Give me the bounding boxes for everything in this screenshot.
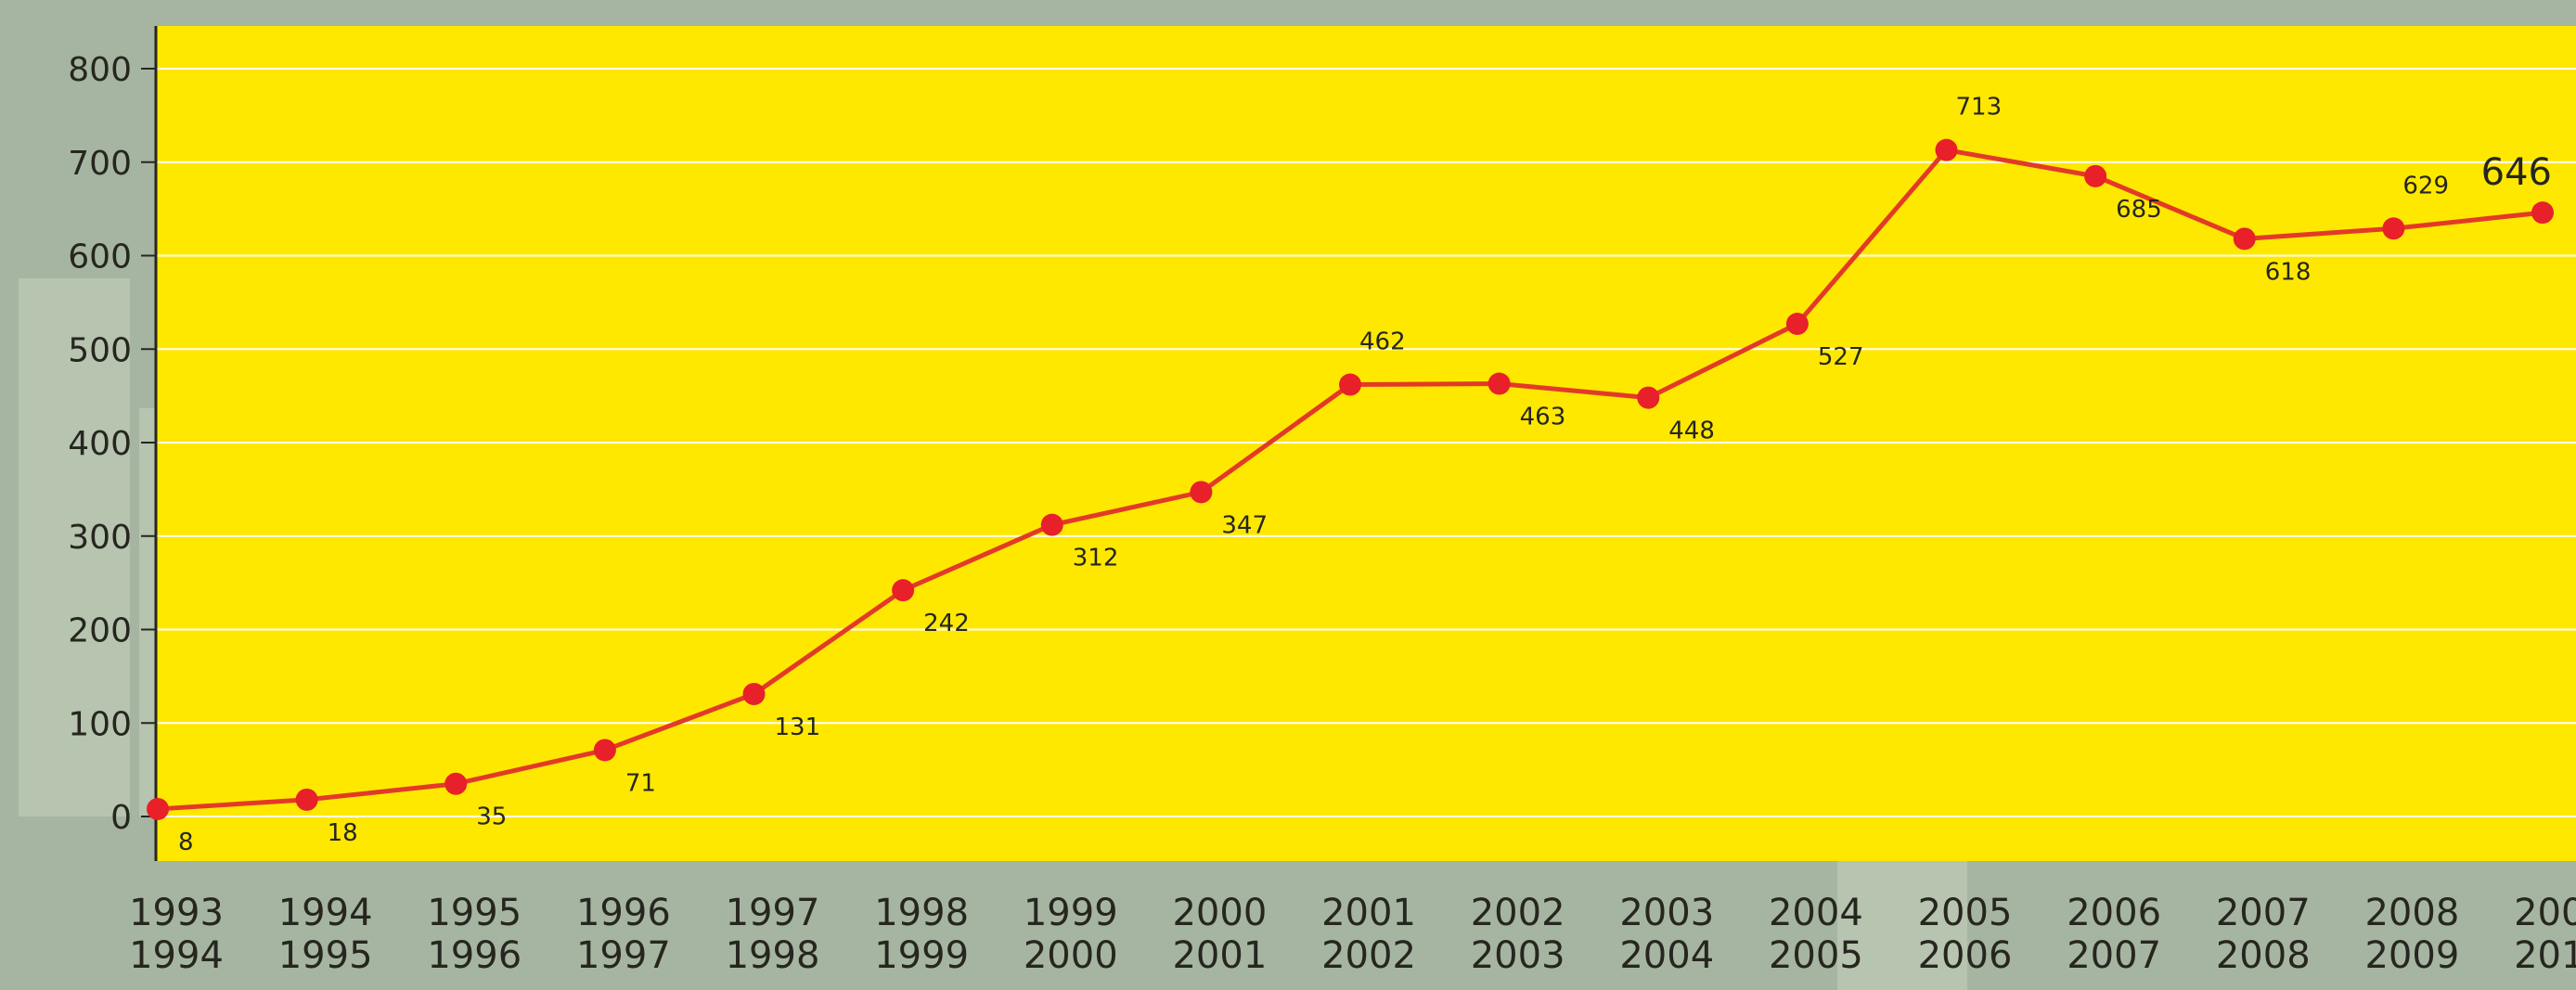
data-label-7: 347 bbox=[1221, 511, 1268, 539]
x-tick-label-7: 2000 2001 bbox=[1172, 892, 1267, 977]
x-axis-ticks: 1993 1994 1994 1995 1995 1996 1996 1997 1997 1998… bbox=[129, 892, 2576, 977]
y-tick-label-600: 600 bbox=[68, 238, 132, 276]
data-point-1 bbox=[295, 788, 318, 811]
data-label-8: 462 bbox=[1359, 328, 1406, 356]
data-point-9 bbox=[1488, 372, 1511, 395]
data-point-3 bbox=[593, 739, 616, 762]
data-label-1: 18 bbox=[328, 819, 358, 847]
data-label-9: 463 bbox=[1520, 404, 1566, 431]
data-label-5: 242 bbox=[923, 610, 970, 637]
y-tick-label-500: 500 bbox=[68, 331, 132, 369]
data-point-15 bbox=[2382, 217, 2405, 240]
data-points bbox=[147, 138, 2554, 820]
x-tick-label-15: 2008 2009 bbox=[2364, 892, 2459, 977]
x-tick-label-9: 2002 2003 bbox=[1471, 892, 1565, 977]
x-tick-label-8: 2001 2002 bbox=[1321, 892, 1416, 977]
data-point-11 bbox=[1785, 313, 1809, 336]
data-label-13: 685 bbox=[2116, 196, 2162, 224]
x-tick-label-4: 1997 1998 bbox=[726, 892, 820, 977]
x-tick-label-0: 1993 1994 bbox=[129, 892, 224, 977]
data-label-3: 71 bbox=[625, 769, 656, 797]
x-tick-label-1: 1994 1995 bbox=[278, 892, 373, 977]
data-label-15: 629 bbox=[2402, 172, 2449, 199]
data-point-6 bbox=[1040, 513, 1063, 536]
x-tick-label-12: 2005 2006 bbox=[1918, 892, 2013, 977]
data-labels: 8 18 35 71 131 242 312 347 462 463 448 527 713 685 618… bbox=[178, 94, 2552, 856]
x-tick-label-5: 1998 1999 bbox=[874, 892, 969, 977]
data-point-7 bbox=[1190, 481, 1213, 504]
x-tick-label-13: 2006 2007 bbox=[2067, 892, 2161, 977]
y-tick-label-700: 700 bbox=[68, 145, 132, 183]
x-tick-label-16: 20092010 bbox=[2514, 892, 2576, 977]
y-tick-label-0: 0 bbox=[110, 799, 132, 837]
data-label-11: 527 bbox=[1818, 343, 1864, 371]
y-tick-label-800: 800 bbox=[68, 51, 132, 89]
y-tick-label-300: 300 bbox=[68, 519, 132, 557]
data-point-8 bbox=[1339, 373, 1361, 396]
data-point-5 bbox=[892, 579, 915, 602]
y-tick-label-200: 200 bbox=[68, 612, 132, 650]
gridlines bbox=[156, 68, 2576, 817]
y-tick-label-400: 400 bbox=[68, 425, 132, 463]
x-tick-label-2: 1995 1996 bbox=[427, 892, 522, 977]
data-label-0: 8 bbox=[178, 829, 194, 856]
y-tick-label-100: 100 bbox=[68, 705, 132, 743]
x-tick-label-3: 1996 1997 bbox=[576, 892, 671, 977]
x-tick-label-11: 2004 2005 bbox=[1769, 892, 1863, 977]
data-point-4 bbox=[742, 683, 766, 706]
data-point-2 bbox=[444, 772, 468, 795]
data-label-16: 646 bbox=[2481, 151, 2552, 194]
data-point-14 bbox=[2233, 227, 2256, 251]
data-point-0 bbox=[147, 797, 169, 820]
data-point-13 bbox=[2084, 164, 2107, 187]
x-tick-label-14: 2007 2008 bbox=[2216, 892, 2311, 977]
data-label-14: 618 bbox=[2265, 258, 2312, 286]
data-label-10: 448 bbox=[1668, 418, 1715, 445]
data-point-16 bbox=[2531, 201, 2554, 225]
data-label-6: 312 bbox=[1073, 545, 1119, 572]
data-point-12 bbox=[1935, 138, 1958, 161]
x-tick-label-6: 1999 2000 bbox=[1024, 892, 1118, 977]
data-label-4: 131 bbox=[775, 714, 821, 741]
x-tick-label-10: 2003 2004 bbox=[1619, 892, 1714, 977]
data-label-2: 35 bbox=[476, 804, 507, 831]
data-label-12: 713 bbox=[1956, 94, 2003, 122]
data-point-10 bbox=[1637, 386, 1660, 409]
